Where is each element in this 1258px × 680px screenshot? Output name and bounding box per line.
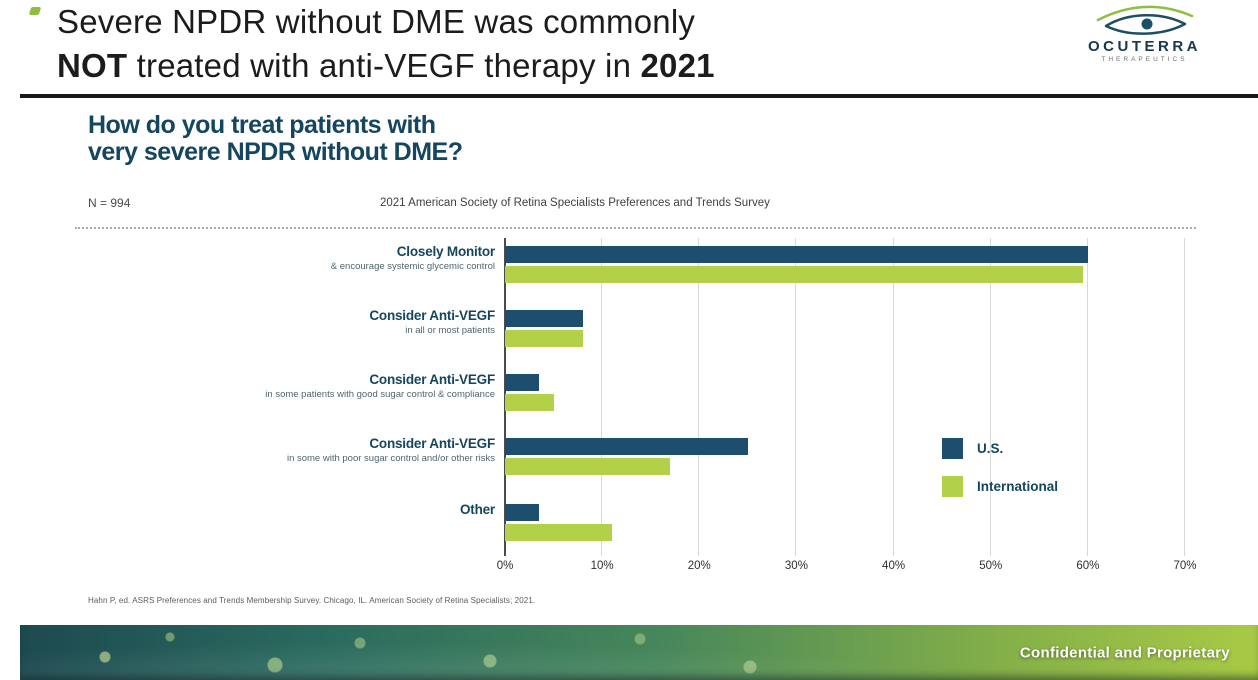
bar-group xyxy=(505,438,1185,478)
x-tick-label: 40% xyxy=(882,560,906,572)
slide-title: Severe NPDR without DME was commonly NOT… xyxy=(57,0,715,88)
chart-row: Consider Anti-VEGF in all or most patient… xyxy=(140,308,1185,350)
x-tick-label: 70% xyxy=(1173,560,1197,572)
category-label: Other xyxy=(140,502,495,518)
category-subtitle: in some with poor sugar control and/or o… xyxy=(286,453,495,464)
gridline xyxy=(1086,238,1088,556)
chart-row: Closely Monitor & encourage systemic glyc… xyxy=(140,244,1185,286)
legend-label: U.S. xyxy=(977,441,1004,456)
slide-title-not: NOT xyxy=(57,47,128,84)
bar-international xyxy=(505,524,612,541)
category-title: Consider Anti-VEGF xyxy=(369,436,495,451)
ocuterra-logo: OCUTERRA THERAPEUTICS xyxy=(1057,4,1232,63)
gridline xyxy=(989,238,991,556)
bar-group xyxy=(505,504,1185,544)
bar-us xyxy=(505,246,1088,263)
slide-title-year: 2021 xyxy=(640,47,715,84)
logo-sub-text: THERAPEUTICS xyxy=(1101,56,1188,63)
chart-row: Consider Anti-VEGF in some patients with … xyxy=(140,372,1185,414)
category-subtitle: & encourage systemic glycemic control xyxy=(330,261,495,272)
bar-group xyxy=(505,246,1185,286)
category-title: Closely Monitor xyxy=(396,244,495,259)
legend-item: U.S. xyxy=(942,438,1058,459)
x-tick-label: 50% xyxy=(979,560,1003,572)
bar-us xyxy=(505,438,748,455)
logo-brand-text: OCUTERRA xyxy=(1088,38,1201,55)
bar-group xyxy=(505,310,1185,350)
chart-question: How do you treat patients with very seve… xyxy=(88,112,463,166)
category-label: Closely Monitor & encourage systemic glyc… xyxy=(140,244,495,273)
legend-swatch xyxy=(942,438,963,459)
legend-label: International xyxy=(977,479,1059,494)
bar-us xyxy=(505,310,583,327)
chart-rows: Closely Monitor & encourage systemic glyc… xyxy=(140,238,1185,556)
ocuterra-eye-icon xyxy=(1096,5,1193,35)
category-title: Consider Anti-VEGF xyxy=(369,372,495,387)
x-tick-label: 60% xyxy=(1076,560,1100,572)
citation-text: Hahn P, ed. ASRS Preferences and Trends … xyxy=(88,596,536,605)
x-tick-label: 0% xyxy=(496,560,514,572)
corner-accent xyxy=(28,7,42,15)
gridline xyxy=(698,238,700,556)
category-title: Other xyxy=(459,502,495,517)
bar-international xyxy=(505,394,554,411)
x-tick-label: 20% xyxy=(687,560,711,572)
bar-us xyxy=(505,374,539,391)
category-label: Consider Anti-VEGF in some with poor suga… xyxy=(140,436,495,465)
x-axis-ticks: 0% 10% 20% 30% 40% 50% 60% 70% xyxy=(497,560,1197,576)
chart-row: Other xyxy=(140,502,1185,544)
chart-question-line2: very severe NPDR without DME? xyxy=(88,138,463,166)
bar-us xyxy=(505,504,539,521)
chart-row: Consider Anti-VEGF in some with poor suga… xyxy=(140,436,1185,478)
legend-item: International xyxy=(942,476,1058,497)
bar-international xyxy=(505,266,1083,283)
title-divider xyxy=(20,94,1258,98)
chart-question-line1: How do you treat patients with xyxy=(88,111,436,139)
slide-title-line2: NOT treated with anti-VEGF therapy in 20… xyxy=(57,44,715,88)
gridline xyxy=(1184,238,1185,556)
legend-swatch xyxy=(942,476,963,497)
slide-title-line1: Severe NPDR without DME was commonly xyxy=(57,3,696,40)
category-subtitle: in some patients with good sugar control… xyxy=(265,389,495,400)
gridline xyxy=(795,238,797,556)
gridline xyxy=(601,238,603,556)
bar-international xyxy=(505,458,671,475)
bottom-banner-image: Confidential and Proprietary xyxy=(20,625,1258,680)
legend: U.S. International xyxy=(942,438,1058,514)
sample-size-label: N = 994 xyxy=(88,196,131,210)
category-label: Consider Anti-VEGF in all or most patient… xyxy=(140,308,495,337)
dotted-separator xyxy=(75,227,1196,229)
category-subtitle: in all or most patients xyxy=(405,325,495,336)
survey-source-label: 2021 American Society of Retina Speciali… xyxy=(380,197,770,209)
slide-title-mid: treated with anti-VEGF therapy in xyxy=(127,47,641,84)
bar-international xyxy=(505,330,583,347)
confidential-label: Confidential and Proprietary xyxy=(1019,644,1230,661)
category-label: Consider Anti-VEGF in some patients with … xyxy=(140,372,495,401)
bar-group xyxy=(505,374,1185,414)
x-tick-label: 30% xyxy=(784,560,808,572)
gridline xyxy=(892,238,894,556)
x-tick-label: 10% xyxy=(590,560,614,572)
category-title: Consider Anti-VEGF xyxy=(369,308,495,323)
